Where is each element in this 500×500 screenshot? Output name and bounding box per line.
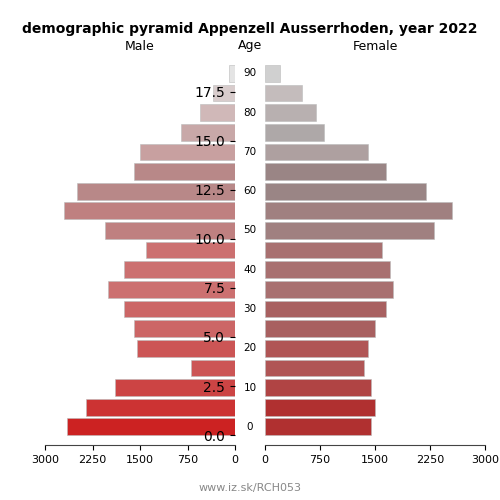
Text: 90: 90 — [244, 68, 256, 78]
Bar — [265, 84, 302, 102]
Text: 20: 20 — [244, 344, 256, 353]
Text: 30: 30 — [244, 304, 256, 314]
Bar — [137, 340, 235, 356]
Text: 10: 10 — [244, 382, 256, 392]
Text: 50: 50 — [244, 226, 256, 235]
Bar — [265, 65, 280, 82]
Text: 60: 60 — [244, 186, 256, 196]
Bar — [190, 360, 235, 376]
Text: demographic pyramid Appenzell Ausserrhoden, year 2022: demographic pyramid Appenzell Ausserrhod… — [22, 22, 478, 36]
Bar — [124, 300, 235, 318]
Text: 40: 40 — [244, 264, 256, 274]
Bar — [146, 242, 235, 258]
Bar — [64, 202, 235, 219]
Bar — [181, 124, 235, 140]
Bar — [213, 84, 235, 102]
Bar — [265, 183, 426, 200]
Bar — [134, 320, 235, 337]
Bar — [265, 320, 375, 337]
Text: Female: Female — [352, 40, 398, 52]
Bar — [265, 202, 452, 219]
Bar — [265, 222, 434, 239]
Bar — [265, 104, 316, 121]
Bar — [228, 65, 235, 82]
Bar — [67, 418, 235, 435]
Bar — [86, 399, 235, 415]
Bar — [265, 418, 372, 435]
Text: Male: Male — [125, 40, 155, 52]
Bar — [200, 104, 235, 121]
Bar — [265, 262, 390, 278]
Bar — [108, 281, 235, 297]
Bar — [265, 242, 382, 258]
Text: 80: 80 — [244, 108, 256, 118]
Text: 70: 70 — [244, 147, 256, 157]
Bar — [265, 399, 375, 415]
Bar — [140, 144, 235, 160]
Bar — [76, 183, 235, 200]
Text: 0: 0 — [247, 422, 254, 432]
Bar — [114, 379, 235, 396]
Bar — [265, 124, 324, 140]
Bar — [105, 222, 235, 239]
Bar — [265, 144, 368, 160]
Bar — [265, 379, 372, 396]
Bar — [124, 262, 235, 278]
Bar — [134, 163, 235, 180]
Bar — [265, 163, 386, 180]
Text: Age: Age — [238, 40, 262, 52]
Bar — [265, 300, 386, 318]
Bar — [265, 360, 364, 376]
Bar — [265, 340, 368, 356]
Text: www.iz.sk/RCH053: www.iz.sk/RCH053 — [198, 482, 302, 492]
Bar — [265, 281, 394, 297]
